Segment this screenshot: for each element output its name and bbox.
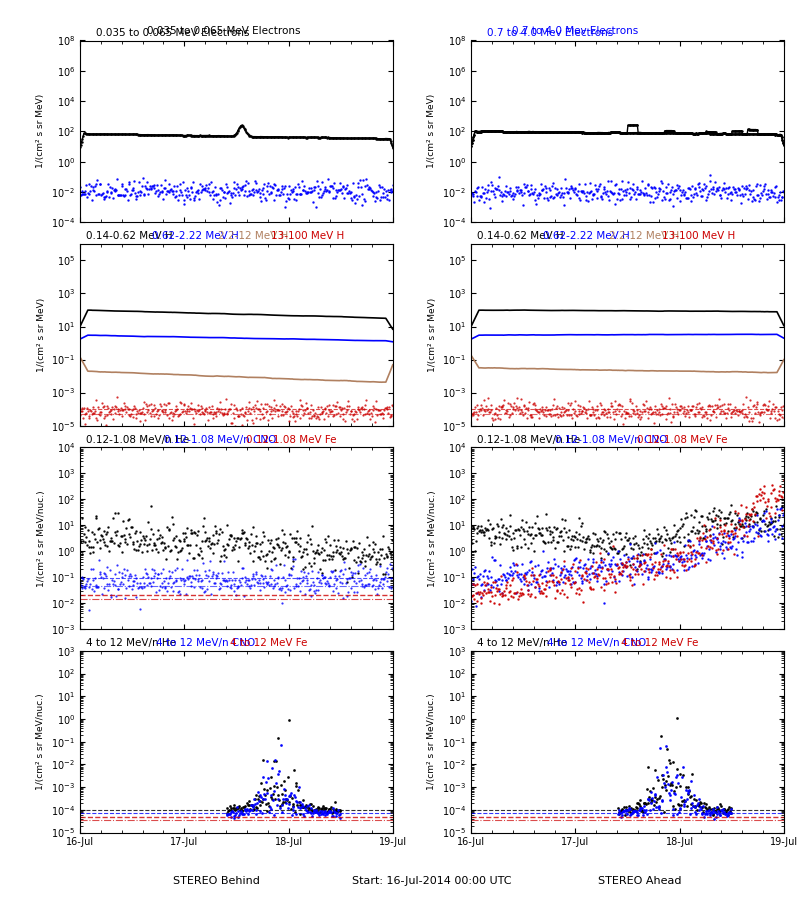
- Text: 0.62-2.22 MeV H: 0.62-2.22 MeV H: [543, 231, 630, 241]
- Y-axis label: 1/(cm² s sr MeV/nuc.): 1/(cm² s sr MeV/nuc.): [37, 490, 46, 587]
- Text: 0.12-1.08 MeV/n CNO: 0.12-1.08 MeV/n CNO: [164, 435, 277, 445]
- Y-axis label: 1/(cm² s sr MeV/nuc.): 1/(cm² s sr MeV/nuc.): [36, 693, 46, 790]
- Text: 4 to 12 MeV/n CNO: 4 to 12 MeV/n CNO: [156, 638, 255, 648]
- Text: Start: 16-Jul-2014 00:00 UTC: Start: 16-Jul-2014 00:00 UTC: [352, 876, 512, 886]
- Y-axis label: 1/(cm² s sr MeV): 1/(cm² s sr MeV): [428, 298, 437, 372]
- Text: 4 to 12 MeV Fe: 4 to 12 MeV Fe: [230, 638, 307, 648]
- Text: 0.035 to 0.065 MeV Electrons: 0.035 to 0.065 MeV Electrons: [147, 26, 301, 36]
- Text: 0.035 to 0.065 MeV Electrons: 0.035 to 0.065 MeV Electrons: [96, 28, 249, 38]
- Text: 4 to 12 MeV Fe: 4 to 12 MeV Fe: [621, 638, 698, 648]
- Text: 2.2-12 MeV H: 2.2-12 MeV H: [609, 231, 679, 241]
- Text: 0.12-1.08 MeV/n He: 0.12-1.08 MeV/n He: [86, 435, 190, 445]
- Text: 13-100 MeV H: 13-100 MeV H: [662, 231, 735, 241]
- Text: 4 to 12 MeV/n He: 4 to 12 MeV/n He: [478, 638, 567, 648]
- Y-axis label: 1/(cm² s sr MeV): 1/(cm² s sr MeV): [36, 94, 46, 168]
- Y-axis label: 1/(cm² s sr MeV/nuc.): 1/(cm² s sr MeV/nuc.): [428, 490, 437, 587]
- Text: 0.12-1.08 MeV Fe: 0.12-1.08 MeV Fe: [246, 435, 337, 445]
- Text: 0.12-1.08 MeV/n He: 0.12-1.08 MeV/n He: [478, 435, 581, 445]
- Y-axis label: 1/(cm² s sr MeV): 1/(cm² s sr MeV): [427, 94, 437, 168]
- Text: 4 to 12 MeV/n He: 4 to 12 MeV/n He: [86, 638, 176, 648]
- Text: STEREO Ahead: STEREO Ahead: [598, 876, 682, 886]
- Text: 0.12-1.08 MeV Fe: 0.12-1.08 MeV Fe: [638, 435, 728, 445]
- Text: 0.7 to 4.0 Mev Electrons: 0.7 to 4.0 Mev Electrons: [486, 28, 613, 38]
- Text: 2.2-12 MeV H: 2.2-12 MeV H: [218, 231, 288, 241]
- Text: 0.14-0.62 MeV H: 0.14-0.62 MeV H: [86, 231, 173, 241]
- Y-axis label: 1/(cm² s sr MeV): 1/(cm² s sr MeV): [37, 298, 46, 372]
- Text: 0.14-0.62 MeV H: 0.14-0.62 MeV H: [478, 231, 564, 241]
- Text: STEREO Behind: STEREO Behind: [173, 876, 259, 886]
- Text: 4 to 12 MeV/n CNO: 4 to 12 MeV/n CNO: [547, 638, 646, 648]
- Text: 0.62-2.22 MeV H: 0.62-2.22 MeV H: [152, 231, 238, 241]
- Y-axis label: 1/(cm² s sr MeV/nuc.): 1/(cm² s sr MeV/nuc.): [427, 693, 437, 790]
- Text: 13-100 MeV H: 13-100 MeV H: [271, 231, 345, 241]
- Text: 0.7 to 4.0 Mev Electrons: 0.7 to 4.0 Mev Electrons: [512, 26, 638, 36]
- Text: 0.12-1.08 MeV/n CNO: 0.12-1.08 MeV/n CNO: [555, 435, 668, 445]
